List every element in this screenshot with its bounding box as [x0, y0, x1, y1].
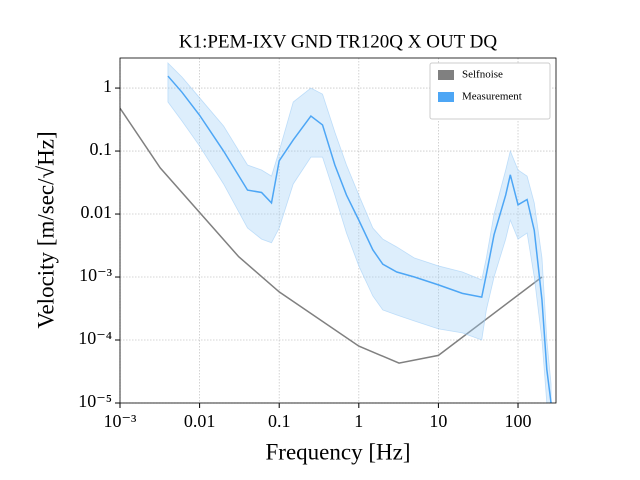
y-tick-label: 0.1 [90, 139, 113, 159]
legend-label: Selfnoise [462, 69, 503, 81]
series-line [167, 75, 552, 403]
y-tick-label: 0.01 [81, 202, 113, 222]
x-tick-label: 0.1 [268, 411, 291, 431]
legend-label: Measurement [462, 91, 522, 103]
legend-box [429, 62, 551, 120]
confidence-band [167, 62, 552, 403]
series-line [120, 107, 543, 364]
x-tick-label: 100 [505, 411, 532, 431]
x-tick-label: 10 [429, 411, 447, 431]
plot-frame [119, 57, 557, 404]
legend-swatch [438, 70, 454, 80]
plot-area [120, 62, 552, 403]
y-tick-label: 1 [103, 76, 112, 96]
x-tick-label: 0.01 [184, 411, 216, 431]
y-tick-label: 10⁻⁴ [78, 328, 112, 348]
x-axis-label: Frequency [Hz] [266, 439, 411, 464]
y-axis-label: Velocity [m/sec/√Hz] [33, 131, 58, 328]
y-tick-label: 10⁻⁵ [78, 391, 112, 411]
legend-swatch [438, 92, 454, 102]
x-tick-label: 10⁻³ [104, 411, 138, 431]
x-tick-label: 1 [354, 411, 363, 431]
chart-title: K1:PEM-IXV GND TR120Q X OUT DQ [179, 31, 498, 52]
y-tick-label: 10⁻³ [79, 265, 113, 285]
